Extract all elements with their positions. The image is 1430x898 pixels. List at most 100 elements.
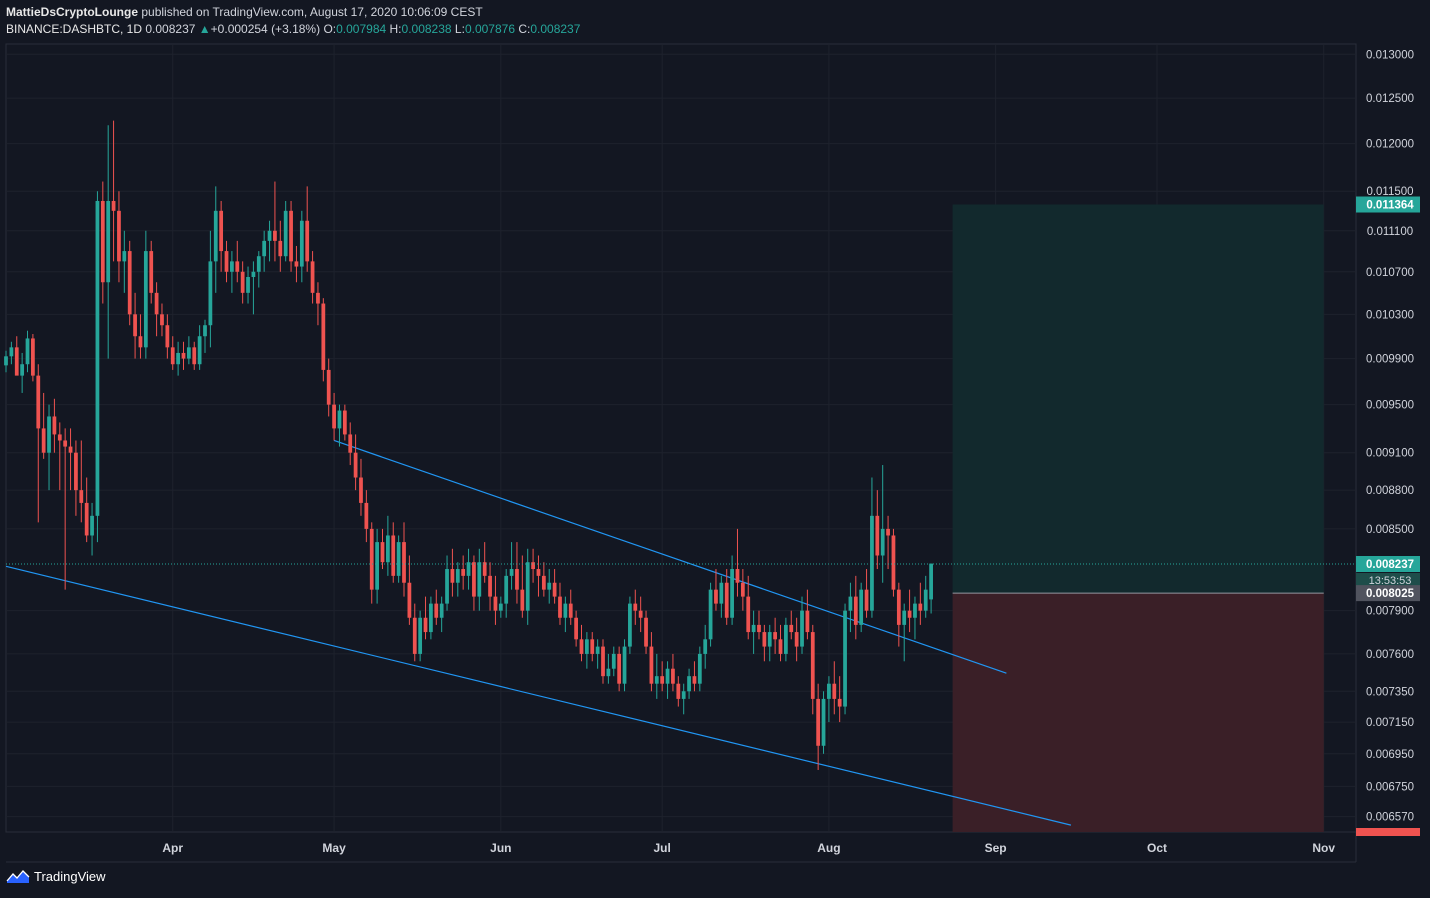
- candle: [337, 404, 342, 447]
- candle: [870, 477, 874, 618]
- candle-body: [176, 352, 180, 365]
- candle: [676, 676, 681, 707]
- candle: [402, 522, 406, 597]
- candle: [326, 358, 331, 417]
- price-tick-label: 0.008800: [1366, 485, 1414, 497]
- candle-body: [353, 452, 358, 478]
- candle-body: [68, 446, 73, 453]
- candle: [913, 596, 917, 640]
- candle: [929, 563, 933, 614]
- candle: [305, 186, 310, 272]
- candle-body: [170, 347, 175, 365]
- candle-body: [880, 528, 885, 556]
- candle-body: [498, 603, 503, 611]
- candle-body: [455, 569, 460, 583]
- candle: [224, 240, 229, 283]
- candle: [644, 610, 648, 654]
- publish-info: MattieDsCryptoLounge published on Tradin…: [6, 4, 580, 21]
- candle: [192, 341, 197, 370]
- upper-trendline: [333, 439, 1007, 674]
- price-tick-label: 0.006950: [1366, 749, 1414, 761]
- candle-body: [767, 632, 772, 647]
- candle: [273, 181, 277, 262]
- candle-body: [552, 582, 557, 597]
- price-tick-label: 0.007600: [1366, 649, 1414, 661]
- candle: [396, 535, 401, 583]
- candle-body: [891, 535, 896, 590]
- candle-body: [165, 325, 170, 348]
- candle-body: [676, 683, 681, 699]
- candle-body: [671, 668, 675, 684]
- time-tick-label: Nov: [1312, 841, 1335, 855]
- symbol-label[interactable]: BINANCE:DASHBTC, 1D: [6, 22, 143, 36]
- candle-body: [536, 569, 541, 576]
- published-text: published on TradingView.com, August 17,…: [141, 5, 483, 19]
- tradingview-branding[interactable]: TradingView: [6, 869, 106, 884]
- candle-body: [321, 303, 326, 370]
- candle: [762, 624, 767, 662]
- candle: [154, 282, 159, 337]
- candle: [606, 653, 611, 684]
- candle: [541, 562, 546, 597]
- candle-body: [681, 691, 686, 699]
- candle-body: [762, 632, 767, 647]
- candle: [385, 515, 390, 576]
- candle: [143, 230, 148, 359]
- time-tick-label: Sep: [985, 841, 1007, 855]
- candle-body: [256, 256, 261, 272]
- candle-body: [359, 477, 363, 503]
- candle-body: [896, 589, 901, 625]
- candle-body: [783, 624, 788, 654]
- tradingview-brand-text: TradingView: [34, 869, 106, 884]
- candle-body: [375, 542, 379, 590]
- candle: [412, 603, 417, 662]
- stop-price-tag: [1356, 828, 1420, 836]
- chart-header: MattieDsCryptoLounge published on Tradin…: [6, 4, 580, 38]
- candle: [902, 603, 907, 662]
- candle: [364, 490, 369, 543]
- candle-body: [708, 589, 713, 640]
- candle: [590, 632, 595, 662]
- candle: [36, 364, 41, 523]
- time-tick-label: May: [322, 841, 346, 855]
- candle: [63, 428, 68, 590]
- candle: [687, 668, 691, 699]
- candle: [697, 646, 702, 692]
- candle: [515, 542, 519, 604]
- countdown-label: 13:53:53: [1369, 575, 1412, 587]
- candle: [283, 200, 288, 262]
- candle-body: [192, 347, 197, 365]
- candle-body: [837, 698, 842, 707]
- candle: [853, 575, 858, 640]
- candle-body: [208, 261, 213, 326]
- candle: [455, 562, 460, 597]
- candle-body: [380, 542, 385, 563]
- candle-body: [299, 220, 304, 267]
- candle-body: [127, 251, 132, 315]
- candle: [843, 603, 847, 715]
- candle-body: [805, 610, 810, 633]
- candle-body: [789, 624, 794, 633]
- candle-body: [859, 589, 864, 625]
- candle-body: [633, 603, 638, 611]
- candle-body: [800, 610, 804, 647]
- candle: [117, 191, 121, 283]
- candle: [703, 624, 708, 669]
- target-price-label-bg: [1356, 196, 1420, 213]
- candle: [778, 624, 783, 662]
- candle-body: [515, 569, 519, 590]
- price-tick-label: 0.009900: [1366, 354, 1414, 366]
- candle-body: [434, 603, 439, 618]
- author-name[interactable]: MattieDsCryptoLounge: [6, 5, 138, 19]
- candle-body: [638, 610, 643, 618]
- candle: [219, 200, 224, 272]
- candle-body: [203, 325, 207, 337]
- entry-price-label-bg: [1356, 585, 1420, 602]
- candle-body: [531, 562, 535, 570]
- candle: [213, 186, 218, 293]
- candle: [289, 200, 293, 272]
- entry-price-label-group: 0.008025: [1356, 585, 1420, 602]
- candle-body: [714, 589, 718, 604]
- candle-body: [84, 502, 89, 536]
